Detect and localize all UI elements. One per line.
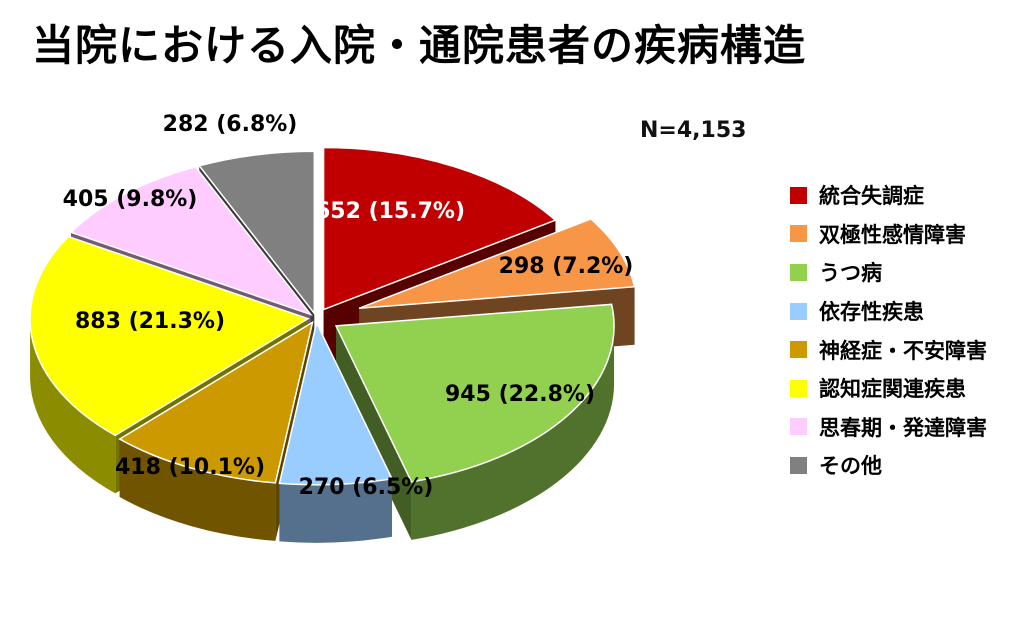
pie-slice-side: [411, 325, 615, 540]
legend-item: 依存性疾患: [790, 292, 987, 331]
legend-swatch: [790, 302, 807, 320]
data-label: 652 (15.7%): [315, 199, 465, 224]
data-label: 883 (21.3%): [75, 309, 225, 334]
legend-swatch: [790, 186, 807, 204]
pie-slice-wall: [336, 325, 412, 540]
legend-item: 統合失調症: [790, 176, 987, 215]
legend-item: 神経症・不安障害: [790, 330, 987, 369]
pie-slice: [29, 235, 310, 437]
pie-slice: [278, 320, 394, 486]
pie-slice: [322, 146, 557, 311]
pie-slice: [197, 150, 316, 316]
data-label: 405 (9.8%): [63, 187, 198, 212]
legend-label: 依存性疾患: [819, 300, 924, 325]
legend-label: 神経症・不安障害: [819, 338, 987, 363]
legend-label: 統合失調症: [819, 184, 924, 209]
legend-item: その他: [790, 446, 987, 485]
legend-swatch: [790, 418, 807, 436]
legend-swatch: [790, 263, 807, 281]
pie-slice-side: [30, 318, 116, 494]
legend-label: うつ病: [819, 261, 882, 286]
legend-item: 双極性感情障害: [790, 215, 987, 254]
legend-label: 思春期・発達障害: [819, 415, 987, 440]
pie-slice: [118, 320, 314, 484]
legend-item: 認知症関連疾患: [790, 369, 987, 408]
pie-slice: [69, 166, 313, 316]
legend-item: うつ病: [790, 253, 987, 292]
pie-slice: [334, 303, 615, 483]
pie-slice-side: [279, 478, 392, 543]
legend-label: その他: [819, 454, 882, 479]
legend-swatch: [790, 341, 807, 359]
pie-slice-side: [119, 439, 276, 541]
data-label: 270 (6.5%): [299, 475, 434, 500]
chart-legend: 統合失調症双極性感情障害 うつ病依存性疾患神経症・不安障害 認知症関連疾患 思春期・発…: [790, 176, 987, 485]
legend-swatch: [790, 225, 807, 243]
legend-label: 認知症関連疾患: [819, 377, 966, 402]
data-label: 282 (6.8%): [163, 112, 298, 137]
chart-title: 当院における入院・通院患者の疾病構造: [32, 21, 807, 70]
data-label: 298 (7.2%): [499, 254, 634, 279]
data-label: 945 (22.8%): [445, 382, 595, 407]
legend-label: 双極性感情障害: [819, 222, 966, 247]
total-count-label: N=4,153: [640, 118, 747, 143]
legend-item: 思春期・発達障害: [790, 408, 987, 447]
legend-swatch: [790, 379, 807, 397]
pie-slice: [358, 218, 636, 310]
legend-swatch: [790, 456, 807, 474]
data-label: 418 (10.1%): [115, 455, 265, 480]
